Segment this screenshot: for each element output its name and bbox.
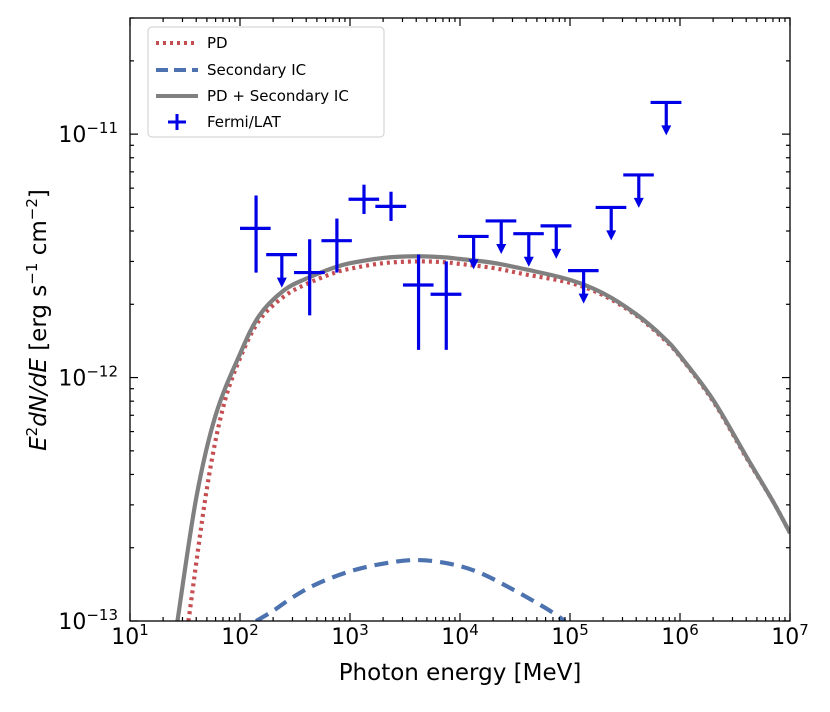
secondary-ic-curve xyxy=(255,557,567,621)
fermi-upper-limit xyxy=(540,224,572,259)
fermi-data-point xyxy=(375,191,407,221)
y-axis-label: E2dN/dE [erg s−1 cm−2] xyxy=(23,189,52,451)
x-tick-label: 105 xyxy=(551,621,589,650)
legend-label-secondary-ic: Secondary IC xyxy=(207,61,306,79)
upper-limit-arrowhead xyxy=(551,248,562,259)
x-tick-label: 103 xyxy=(331,621,369,650)
fermi-upper-limit xyxy=(458,234,489,270)
legend: PD Secondary IC PD + Secondary IC Fermi/… xyxy=(147,26,385,138)
fermi-upper-limit xyxy=(650,100,682,136)
upper-limit-arrowhead xyxy=(661,125,672,136)
legend-label-total: PD + Secondary IC xyxy=(207,87,349,105)
axis-ticks xyxy=(129,17,791,622)
legend-label-pd: PD xyxy=(207,34,228,52)
fermi-data-point xyxy=(240,195,271,273)
upper-limit-arrowhead xyxy=(276,277,287,288)
fermi-upper-limit xyxy=(485,219,517,254)
fermi-data-point xyxy=(294,239,325,316)
fermi-data-point xyxy=(402,254,434,350)
y-tick-label: 10−11 xyxy=(58,119,118,148)
legend-box xyxy=(147,26,385,138)
x-tick-label: 102 xyxy=(221,621,259,650)
fermi-data-point xyxy=(430,261,462,350)
fermi-upper-limit xyxy=(568,269,599,304)
fermi-data-point xyxy=(348,184,380,214)
upper-limit-arrowhead xyxy=(606,230,617,241)
model-curves xyxy=(175,254,790,621)
fermi-data-point xyxy=(321,218,352,273)
x-tick-label: 106 xyxy=(661,621,699,650)
x-tick-label: 104 xyxy=(441,621,479,650)
fermi-upper-limit xyxy=(595,205,627,241)
x-tick-label: 101 xyxy=(111,621,149,650)
upper-limit-arrowhead xyxy=(578,293,589,304)
upper-limit-arrowhead xyxy=(523,256,534,267)
x-tick-labels: 101 102 103 104 105 106 107 xyxy=(111,621,809,650)
x-tick-label: 107 xyxy=(771,621,809,650)
y-tick-labels: 10−13 10−12 10−11 xyxy=(58,119,118,635)
fermi-upper-limit xyxy=(623,173,654,208)
legend-label-fermi: Fermi/LAT xyxy=(207,113,282,131)
x-axis-label: Photon energy [MeV] xyxy=(339,660,582,686)
upper-limit-arrowhead xyxy=(633,197,644,208)
y-tick-label: 10−13 xyxy=(58,606,118,635)
upper-limit-arrowhead xyxy=(496,243,507,254)
fermi-lat-points xyxy=(240,100,682,350)
y-tick-label: 10−12 xyxy=(58,363,118,392)
upper-limit-arrowhead xyxy=(468,259,479,270)
fermi-upper-limit xyxy=(513,232,544,267)
pd-plus-secondary-ic-curve xyxy=(175,254,790,621)
fermi-upper-limit xyxy=(266,253,298,288)
